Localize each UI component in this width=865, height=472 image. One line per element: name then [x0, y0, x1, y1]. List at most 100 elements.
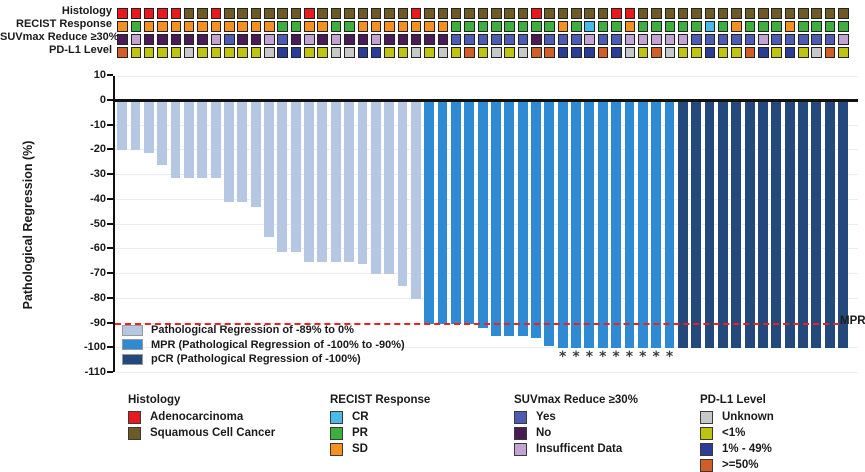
suvmax-cell [437, 34, 449, 45]
legend-item-label: Adenocarcinoma [150, 411, 244, 423]
pdl1-cell [571, 47, 582, 58]
waterfall-bar [224, 101, 234, 203]
plot-legend-label: pCR (Pathological Regression of -100%) [151, 353, 361, 365]
pdl1-cell [504, 47, 515, 58]
legend-item-label: <1% [722, 427, 746, 439]
recist-cell [304, 21, 315, 32]
y-tick-label: -70 [90, 267, 106, 280]
recist-cell [197, 21, 208, 32]
waterfall-bar [504, 101, 515, 336]
suvmax-cell [370, 34, 382, 45]
suvmax-cell [651, 34, 662, 45]
recist-cell [224, 21, 235, 32]
histology-cell [811, 8, 822, 19]
y-axis-line [113, 76, 115, 372]
plot-legend-item: Pathological Regression of -89% to 0% [122, 323, 405, 337]
waterfall-bar [357, 101, 368, 265]
histology-cell [210, 8, 222, 19]
pdl1-cell [384, 47, 395, 58]
y-tick-label: -40 [90, 192, 106, 205]
waterfall-bar [531, 101, 541, 339]
legend-item-label: Unknown [722, 411, 774, 423]
recist-cell [397, 21, 409, 32]
mpr-swatch [122, 339, 143, 350]
y-tick-label: -90 [90, 316, 106, 329]
waterfall-bar [397, 101, 408, 287]
pcr-swatch [122, 353, 143, 365]
histology-cell [464, 8, 475, 19]
pdl1-cell [224, 47, 235, 58]
waterfall-bar [624, 101, 635, 349]
waterfall-bar [771, 101, 782, 349]
histology-cell [290, 8, 302, 19]
gridline [115, 76, 858, 77]
legend-item: >=50% [700, 457, 774, 472]
recist-cell [330, 21, 342, 32]
significance-asterisk: * [625, 349, 634, 366]
waterfall-bar [130, 101, 141, 151]
legend-item: Squamous Cell Cancer [128, 425, 275, 441]
suvmax-cell [477, 34, 489, 45]
histology-cell [117, 8, 128, 19]
recist-cell [504, 21, 515, 32]
recist-cell [237, 21, 248, 32]
suvmax-cell [637, 34, 649, 45]
gridline [115, 347, 858, 349]
waterfall-bar [264, 101, 274, 237]
waterfall-bar [277, 101, 288, 252]
histology-cell [758, 8, 769, 19]
pdl1-cell [357, 47, 368, 58]
pdl1-cell [531, 47, 542, 58]
legend-swatch [700, 442, 713, 456]
waterfall-bar [250, 101, 261, 208]
significance-asterisk: * [652, 349, 660, 366]
suvmax-cell [304, 34, 315, 45]
suvmax-cell [504, 34, 515, 45]
suvmax-cell [597, 34, 609, 45]
recist-cell [624, 21, 635, 32]
suvmax-cell [384, 34, 395, 45]
suvmax-cell [210, 34, 222, 45]
pdl1-cell [370, 47, 382, 58]
histology-cell [624, 8, 635, 19]
plot-legend-item: MPR (Pathological Regression of -100% to… [122, 338, 405, 352]
waterfall-bar [838, 101, 848, 349]
pdl1-cell [704, 47, 716, 58]
pdl1-cell [290, 47, 302, 58]
waterfall-bar [317, 101, 328, 262]
suvmax-cell [584, 34, 595, 45]
mpr-reference-label: MPR [840, 314, 865, 327]
legend-swatch [514, 442, 527, 456]
recist-cell [117, 21, 128, 32]
waterfall-bar [824, 101, 835, 349]
histology-cell [397, 8, 409, 19]
suvmax-cell [264, 34, 275, 45]
pdl1-cell [250, 47, 262, 58]
histology-cell [157, 8, 168, 19]
suvmax-cell [798, 34, 809, 45]
zero-baseline [115, 99, 858, 102]
waterfall-bar [677, 101, 688, 349]
pdl1-cell [450, 47, 462, 58]
y-tick-label: -50 [90, 217, 106, 230]
recist-cell [771, 21, 782, 32]
suvmax-cell [517, 34, 529, 45]
waterfall-bar [117, 101, 128, 151]
recist-cell [250, 21, 262, 32]
y-tick-mark [107, 296, 113, 299]
y-tick-mark [107, 346, 113, 349]
plot-legend-label: Pathological Regression of -89% to 0% [151, 324, 354, 336]
legend-item: CR [330, 409, 430, 425]
annotation-track-labels: Histology RECIST Response SUVmax Reduce … [0, 5, 119, 57]
histology-cell [531, 8, 542, 19]
legend-group-title: SUVmax Reduce ≥30% [514, 394, 638, 406]
suvmax-cell [664, 34, 676, 45]
waterfall-bar [811, 101, 822, 349]
recist-cell [571, 21, 582, 32]
histology-cell [130, 8, 142, 19]
waterfall-bar [170, 101, 181, 178]
pdl1-cell [597, 47, 609, 58]
histology-cell [277, 8, 288, 19]
suvmax-cell [237, 34, 248, 45]
histology-cell [250, 8, 262, 19]
